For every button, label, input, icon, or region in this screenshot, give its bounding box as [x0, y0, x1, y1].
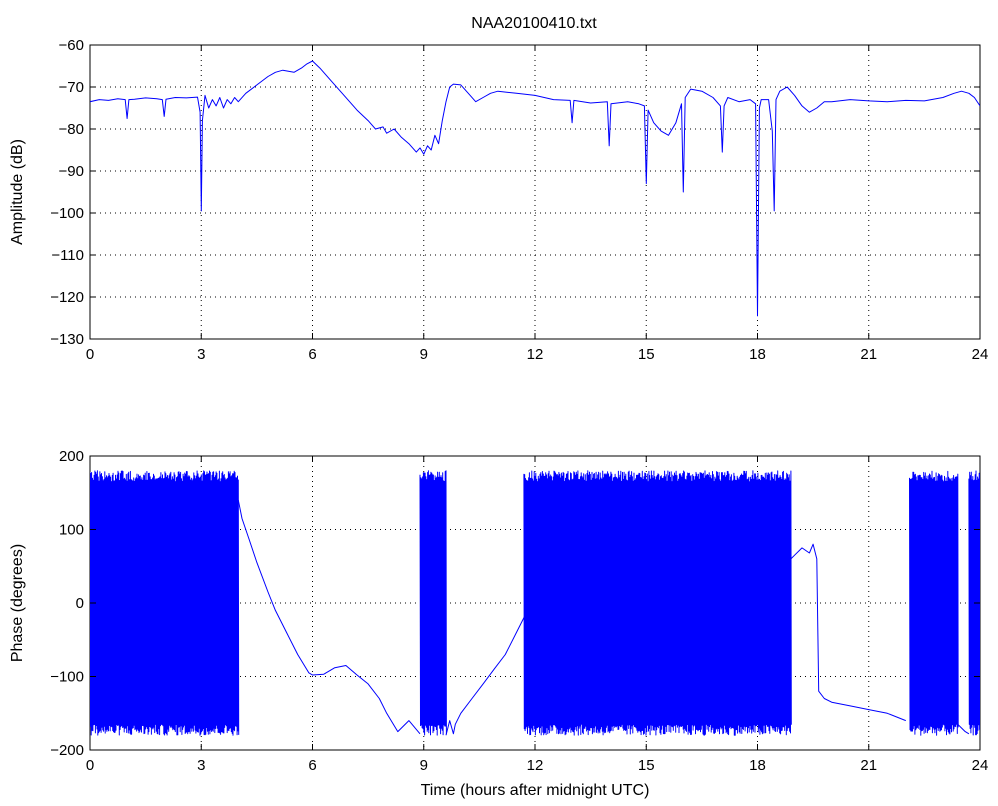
amplitude-axes-box — [89, 44, 981, 340]
amplitude-x-tick-label: 9 — [420, 346, 428, 363]
amplitude-x-tick-label: 0 — [86, 346, 94, 363]
phase-x-tick-label: 6 — [308, 757, 316, 774]
phase-x-tick-label: 9 — [420, 757, 428, 774]
phase-wrapped-phase — [419, 470, 447, 736]
phase-x-tick-label: 15 — [638, 757, 655, 774]
amplitude-y-tick-label: −70 — [59, 79, 84, 96]
phase-y-axis-label: Phase (degrees) — [9, 544, 26, 662]
phase-x-tick-label: 21 — [860, 757, 877, 774]
amplitude-y-tick-label: −90 — [59, 163, 84, 180]
phase-y-tick-label: −100 — [50, 669, 84, 686]
phase-x-tick-label: 24 — [972, 757, 989, 774]
amplitude-y-tick-label: −120 — [50, 289, 84, 306]
phase-x-tick-label: 0 — [86, 757, 94, 774]
amplitude-x-tick-label: 15 — [638, 346, 655, 363]
amplitude-x-tick-label: 21 — [860, 346, 877, 363]
phase-y-tick-label: 0 — [76, 595, 84, 612]
amplitude-x-tick-label: 6 — [308, 346, 316, 363]
amplitude-y-tick-label: −80 — [59, 121, 84, 138]
amplitude-x-tick-label: 3 — [197, 346, 205, 363]
amplitude-x-tick-label: 12 — [527, 346, 544, 363]
amplitude-panel: 0 3 6 9 12 15 18 21 24 −60 −70 −80 −90 −100 −110 −120 −1… — [9, 37, 988, 363]
phase-panel: 0 3 6 9 12 15 18 21 24 200 100 0 −100 −200 Phase (degr… — [9, 448, 988, 799]
amplitude-y-tick-label: −60 — [59, 37, 84, 54]
phase-wrapped-phase — [90, 470, 240, 736]
phase-series-line — [790, 543, 906, 722]
chart-title: NAA20100410.txt — [471, 15, 597, 32]
phase-wrapped-phase — [523, 470, 536, 736]
amplitude-x-tick-label: 24 — [972, 346, 989, 363]
amplitude-y-tick-label: −100 — [50, 205, 84, 222]
phase-x-tick-label: 3 — [197, 757, 205, 774]
phase-wrapped-phase — [909, 470, 959, 736]
phase-wrapped-phase — [534, 470, 792, 736]
phase-x-axis-label: Time (hours after midnight UTC) — [421, 782, 650, 799]
phase-plot-area — [90, 470, 980, 736]
amplitude-y-tick-label: −110 — [51, 247, 84, 264]
phase-x-tick-label: 12 — [527, 757, 544, 774]
phase-x-tick-label: 18 — [749, 757, 766, 774]
amplitude-y-tick-label: −130 — [50, 331, 84, 348]
amplitude-series-line — [90, 60, 980, 317]
amplitude-plot-area — [90, 60, 980, 317]
phase-wrapped-phase — [968, 470, 980, 736]
phase-y-tick-label: 100 — [59, 522, 84, 539]
phase-y-tick-label: 200 — [59, 448, 84, 465]
phase-series-line — [957, 723, 970, 735]
phase-series-line — [237, 500, 421, 735]
amplitude-x-tick-label: 18 — [749, 346, 766, 363]
phase-y-tick-label: −200 — [50, 742, 84, 759]
phase-series-line — [445, 595, 536, 736]
amplitude-y-axis-label: Amplitude (dB) — [9, 139, 26, 245]
